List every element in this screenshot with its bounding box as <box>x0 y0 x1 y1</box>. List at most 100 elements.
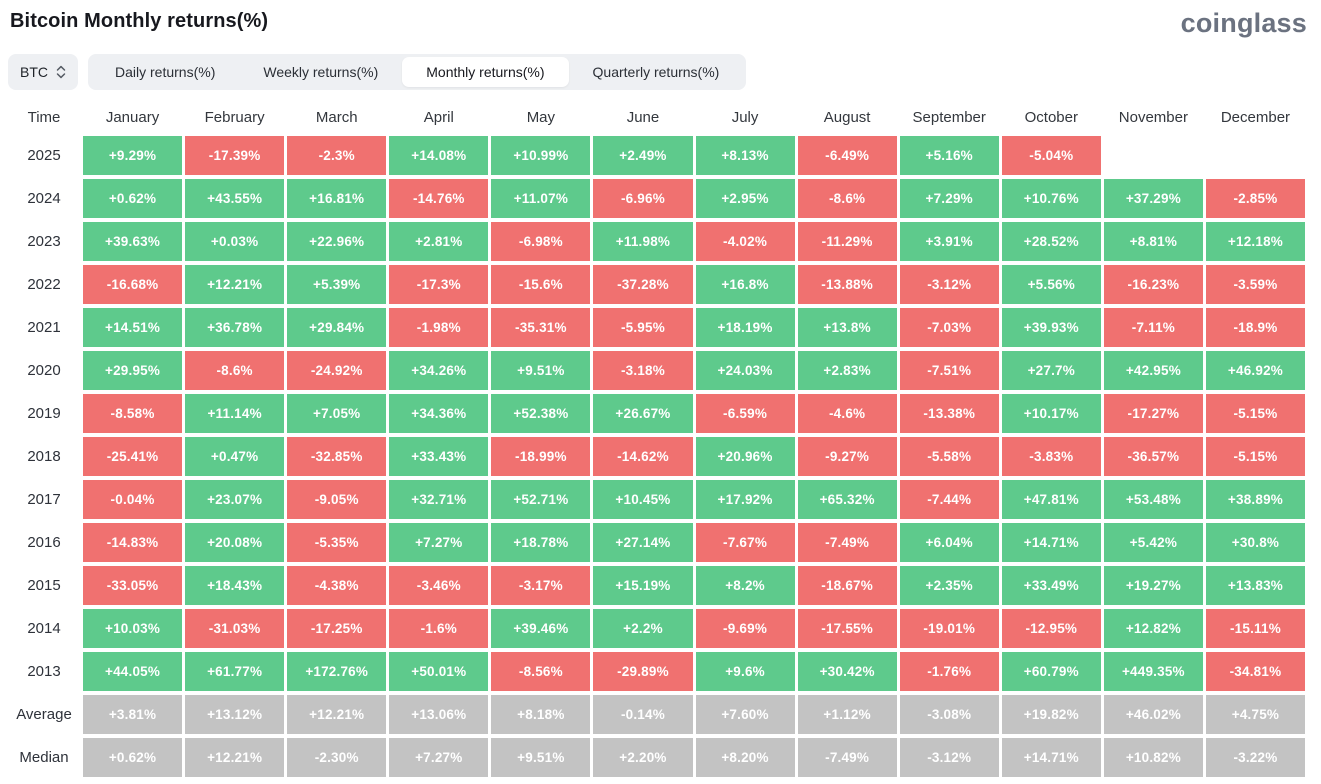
return-cell: -33.05% <box>83 566 183 605</box>
tab-weekly-returns[interactable]: Weekly returns(%) <box>239 57 402 87</box>
return-cell: -8.58% <box>83 394 183 433</box>
return-cell: +14.71% <box>1001 738 1101 777</box>
return-cell: +43.55% <box>185 179 285 218</box>
return-cell: -17.27% <box>1103 394 1203 433</box>
return-cell: +7.05% <box>287 394 387 433</box>
tab-daily-returns[interactable]: Daily returns(%) <box>91 57 239 87</box>
return-cell: -7.51% <box>899 351 999 390</box>
column-header-april: April <box>423 108 454 126</box>
return-cell: +29.95% <box>83 351 183 390</box>
return-cell: +27.7% <box>1001 351 1101 390</box>
row-label-median: Median <box>19 749 69 766</box>
return-cell: +18.43% <box>185 566 285 605</box>
return-cell: +16.8% <box>695 265 795 304</box>
return-cell: +11.07% <box>491 179 591 218</box>
return-cell: +8.20% <box>695 738 795 777</box>
return-cell: +34.26% <box>389 351 489 390</box>
return-cell: -2.3% <box>287 136 387 175</box>
return-cell: +12.21% <box>287 695 387 734</box>
topbar: Bitcoin Monthly returns(%) coinglass <box>0 0 1321 37</box>
return-cell: -3.83% <box>1001 437 1101 476</box>
return-cell: -3.12% <box>899 738 999 777</box>
return-cell: +5.56% <box>1001 265 1101 304</box>
coin-selector[interactable]: BTC <box>8 54 78 90</box>
return-cell: +9.6% <box>695 652 795 691</box>
return-cell: -0.14% <box>593 695 693 734</box>
return-cell: +36.78% <box>185 308 285 347</box>
return-cell: +13.83% <box>1205 566 1305 605</box>
return-cell <box>1206 136 1305 175</box>
return-cell: +52.71% <box>491 480 591 519</box>
return-cell: +61.77% <box>185 652 285 691</box>
return-cell: -6.96% <box>593 179 693 218</box>
return-cell: -17.39% <box>185 136 285 175</box>
returns-table: Time January February March April May June July… <box>8 102 1305 777</box>
return-cell: +23.07% <box>185 480 285 519</box>
return-cell: +8.81% <box>1103 222 1203 261</box>
return-cell: +60.79% <box>1001 652 1101 691</box>
return-cell: +2.2% <box>593 609 693 648</box>
return-cell: +11.98% <box>593 222 693 261</box>
return-cell: -13.88% <box>797 265 897 304</box>
return-cell: +8.2% <box>695 566 795 605</box>
return-cell: +8.13% <box>695 136 795 175</box>
return-cell: +10.17% <box>1001 394 1101 433</box>
return-cell: +18.19% <box>695 308 795 347</box>
tab-monthly-returns[interactable]: Monthly returns(%) <box>402 57 569 87</box>
coin-selector-value: BTC <box>20 64 48 80</box>
return-cell: -5.95% <box>593 308 693 347</box>
return-cell: +28.52% <box>1001 222 1101 261</box>
return-cell: -9.27% <box>797 437 897 476</box>
return-cell: -15.11% <box>1205 609 1305 648</box>
return-cell: +10.82% <box>1103 738 1203 777</box>
return-cell: +2.49% <box>593 136 693 175</box>
return-cell: +14.71% <box>1001 523 1101 562</box>
return-cell: +2.20% <box>593 738 693 777</box>
return-cell: -3.12% <box>899 265 999 304</box>
return-cell: +10.76% <box>1001 179 1101 218</box>
return-cell: +2.83% <box>797 351 897 390</box>
row-label-2020: 2020 <box>27 362 61 379</box>
return-cell: +10.99% <box>491 136 591 175</box>
return-cell: +53.48% <box>1103 480 1203 519</box>
up-down-chevron-icon <box>56 64 66 80</box>
return-cell: +3.81% <box>83 695 183 734</box>
return-cell: -9.05% <box>287 480 387 519</box>
return-cell: -12.95% <box>1001 609 1101 648</box>
return-cell: -14.76% <box>389 179 489 218</box>
return-cell: -16.68% <box>83 265 183 304</box>
column-header-may: May <box>526 108 556 126</box>
return-cell: +15.19% <box>593 566 693 605</box>
return-cell: +39.63% <box>83 222 183 261</box>
return-cell: -7.11% <box>1103 308 1203 347</box>
return-cell: +29.84% <box>287 308 387 347</box>
return-cell: +5.16% <box>899 136 999 175</box>
return-cell: -18.67% <box>797 566 897 605</box>
row-label-2022: 2022 <box>27 276 61 293</box>
return-cell: -7.49% <box>797 523 897 562</box>
row-label-2016: 2016 <box>27 534 61 551</box>
return-cell: +0.62% <box>83 179 183 218</box>
return-cell: +9.51% <box>491 738 591 777</box>
row-label-2013: 2013 <box>27 663 61 680</box>
row-label-2018: 2018 <box>27 448 61 465</box>
return-cell: -11.29% <box>797 222 897 261</box>
return-cell: +172.76% <box>287 652 387 691</box>
row-label-2025: 2025 <box>27 147 61 164</box>
coinglass-logo[interactable]: coinglass <box>1180 8 1307 38</box>
return-cell: +39.93% <box>1001 308 1101 347</box>
period-tabs: Daily returns(%) Weekly returns(%) Monthly… <box>88 54 747 90</box>
return-cell: +7.27% <box>389 523 489 562</box>
column-header-november: November <box>1118 108 1188 126</box>
return-cell: +12.18% <box>1205 222 1305 261</box>
tab-quarterly-returns[interactable]: Quarterly returns(%) <box>569 57 744 87</box>
return-cell: -17.25% <box>287 609 387 648</box>
return-cell: +7.27% <box>389 738 489 777</box>
return-cell: -2.85% <box>1205 179 1305 218</box>
return-cell: -7.49% <box>797 738 897 777</box>
row-label-2017: 2017 <box>27 491 61 508</box>
return-cell: -2.30% <box>287 738 387 777</box>
return-cell: +37.29% <box>1103 179 1203 218</box>
return-cell: -3.17% <box>491 566 591 605</box>
row-label-2024: 2024 <box>27 190 61 207</box>
